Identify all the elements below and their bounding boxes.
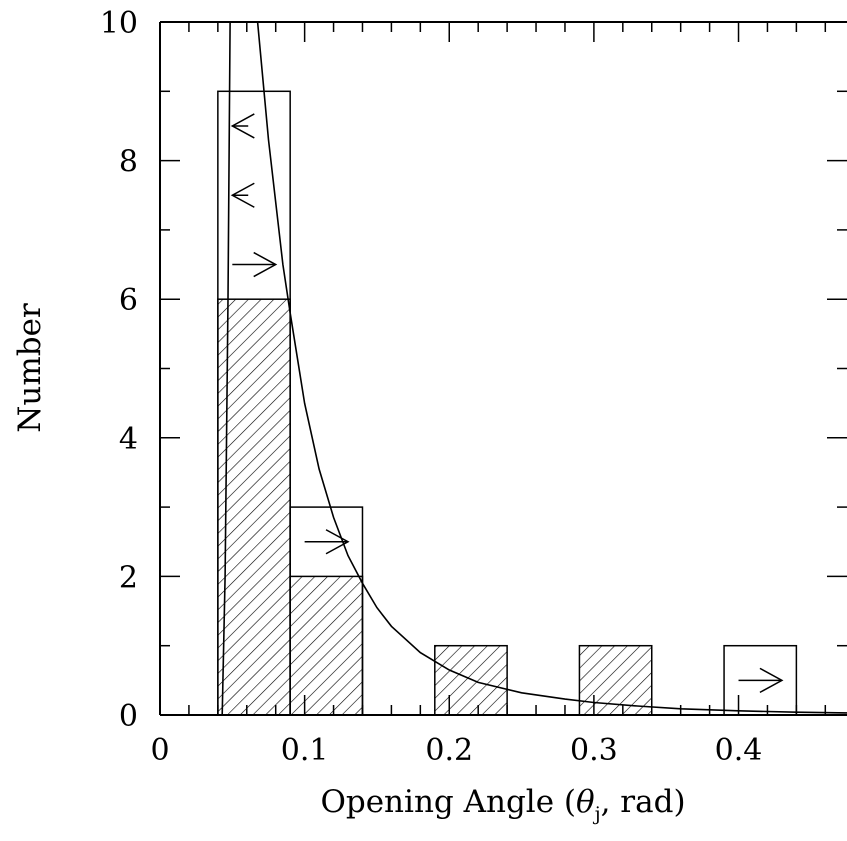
x-tick-label: 0.4 xyxy=(715,733,763,768)
limit-arrow-left-0 xyxy=(230,113,255,139)
y-tick-label: 0 xyxy=(119,699,138,734)
x-tick-labels: 0 0.1 0.2 0.3 0.4 xyxy=(150,733,762,768)
limit-arrow-right-2 xyxy=(232,251,278,278)
limit-arrows xyxy=(230,113,784,694)
y-tick-label: 10 xyxy=(100,6,138,41)
x-tick-label: 0.3 xyxy=(570,733,618,768)
y-tick-label: 2 xyxy=(119,560,138,595)
hatched-bar-0 xyxy=(217,298,291,716)
x-tick-label: 0 xyxy=(150,733,169,768)
y-tick-label: 4 xyxy=(119,422,138,457)
hatched-bar-2 xyxy=(434,644,508,716)
limit-arrow-left-1 xyxy=(230,182,255,208)
y-tick-label: 6 xyxy=(119,283,138,318)
model-curves xyxy=(221,22,847,715)
x-axis-label-before: Opening Angle ( xyxy=(320,784,576,820)
x-axis-label: Opening Angle (θj, rad) xyxy=(320,784,685,825)
hatched-bar-1 xyxy=(289,575,364,716)
plot-area xyxy=(217,22,847,716)
x-axis-label-after: , rad) xyxy=(601,784,686,820)
x-axis-label-symbol: θ xyxy=(576,784,595,820)
model-curve-1 xyxy=(256,22,847,714)
limit-arrow-right-3 xyxy=(304,529,350,555)
x-tick-label: 0.1 xyxy=(281,733,329,768)
y-axis-label: Number xyxy=(12,303,48,433)
limit-arrow-right-4 xyxy=(738,667,784,694)
y-tick-label: 8 xyxy=(119,145,138,180)
axes xyxy=(159,21,847,716)
y-tick-labels: 0 2 4 6 8 10 xyxy=(100,6,138,734)
x-axis-label-subscript: j xyxy=(593,803,601,825)
model-curve-0 xyxy=(221,22,231,715)
x-tick-label: 0.2 xyxy=(425,733,473,768)
hatched-series xyxy=(217,298,653,716)
